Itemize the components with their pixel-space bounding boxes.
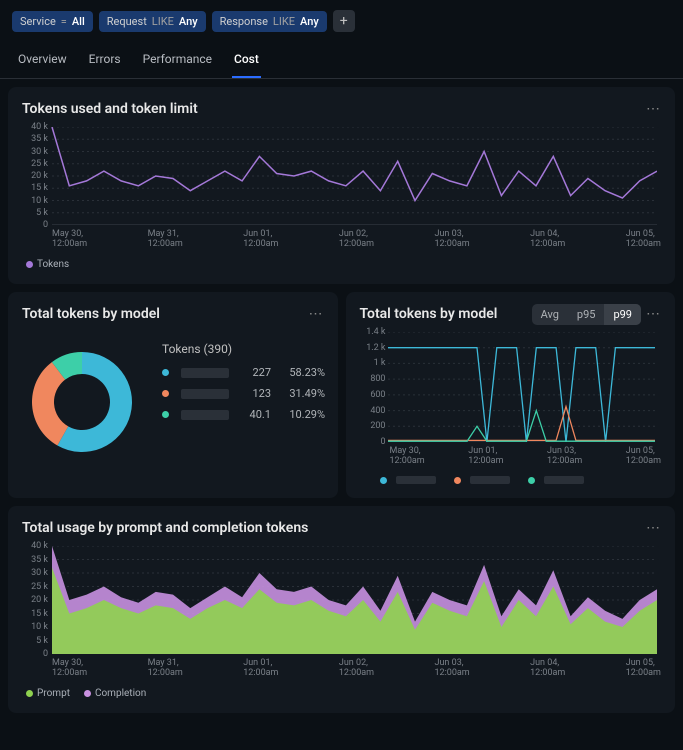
tab-performance[interactable]: Performance [141, 42, 214, 78]
filter-pill-response[interactable]: Response LIKE Any [212, 11, 327, 32]
donut-dot [162, 411, 169, 418]
donut-stats-title: Tokens (390) [162, 342, 325, 356]
tab-bar: Overview Errors Performance Cost [0, 42, 683, 79]
donut-label-placeholder [181, 368, 229, 378]
tab-cost[interactable]: Cost [232, 42, 261, 78]
donut-chart [22, 342, 142, 462]
donut-row: 123 31.49% [162, 387, 325, 400]
add-filter-button[interactable]: + [333, 10, 355, 32]
panel-menu-icon[interactable]: ⋯ [646, 101, 661, 117]
panel-title: Tokens used and token limit [22, 101, 661, 117]
panel-menu-icon[interactable]: ⋯ [309, 306, 324, 322]
model-legend-item [454, 476, 510, 484]
usage-legend: Prompt Completion [22, 688, 661, 699]
filter-bar: Service = All Request LIKE Any Response … [0, 0, 683, 42]
agg-button-group: Avg p95 p99 [532, 304, 641, 325]
filter-pill-request[interactable]: Request LIKE Any [99, 11, 206, 32]
model-legend [360, 476, 662, 484]
tokens-line-chart: 40 k35 k30 k25 k20 k15 k10 k5 k0May 30,1… [22, 127, 661, 249]
panel-menu-icon[interactable]: ⋯ [646, 520, 661, 536]
usage-area-chart: 40 k35 k30 k25 k20 k15 k10 k5 k0May 30,1… [22, 546, 661, 678]
panel-menu-icon[interactable]: ⋯ [646, 306, 661, 322]
tokens-legend: Tokens [22, 259, 661, 270]
model-legend-item [380, 476, 436, 484]
donut-row: 227 58.23% [162, 366, 325, 379]
panel-tokens-used: Tokens used and token limit ⋯ 40 k35 k30… [8, 87, 675, 284]
legend-dot-completion [84, 690, 91, 697]
legend-dot-tokens [26, 261, 33, 268]
panel-donut: Total tokens by model ⋯ Tokens (390) 227… [8, 292, 338, 498]
agg-btn-avg[interactable]: Avg [532, 304, 568, 325]
agg-btn-p95[interactable]: p95 [568, 304, 605, 325]
panel-title: Total usage by prompt and completion tok… [22, 520, 661, 536]
tab-errors[interactable]: Errors [87, 42, 123, 78]
filter-pill-service[interactable]: Service = All [12, 11, 93, 32]
panel-title: Total tokens by model [22, 306, 324, 322]
donut-stats: Tokens (390) 227 58.23% 123 31.49% [162, 342, 325, 429]
panel-model-lines: Total tokens by model Avg p95 p99 ⋯ 1.4 … [346, 292, 676, 498]
tab-overview[interactable]: Overview [16, 42, 69, 78]
agg-btn-p99[interactable]: p99 [604, 304, 641, 325]
panel-usage: Total usage by prompt and completion tok… [8, 506, 675, 713]
model-line-chart: 1.4 k1.2 k1 k8006004002000May 30,12:00am… [360, 332, 662, 466]
model-legend-item [528, 476, 584, 484]
legend-dot-prompt [26, 690, 33, 697]
donut-label-placeholder [181, 389, 229, 399]
donut-label-placeholder [181, 410, 229, 420]
donut-dot [162, 390, 169, 397]
donut-row: 40.1 10.29% [162, 408, 325, 421]
donut-dot [162, 369, 169, 376]
